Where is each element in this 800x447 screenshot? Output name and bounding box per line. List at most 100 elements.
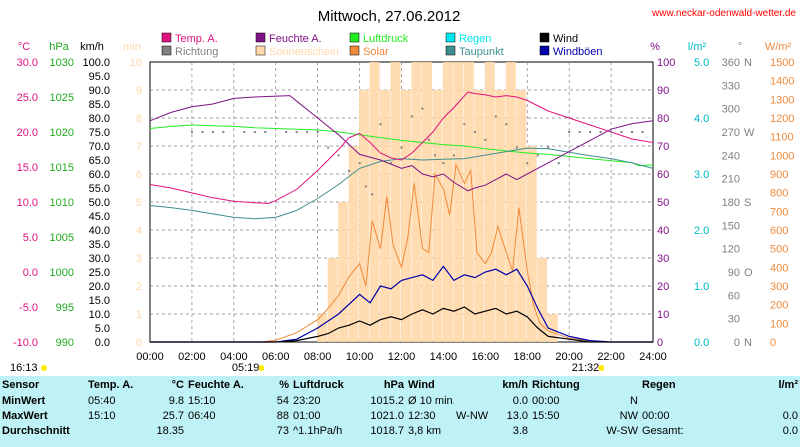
humidity-tick-label: 20 bbox=[657, 281, 669, 293]
sunshine-bar bbox=[317, 314, 328, 342]
rain-tick-label: 5.0 bbox=[694, 57, 709, 69]
sunshine-bar bbox=[484, 62, 495, 342]
stats-row-label: MinWert bbox=[2, 395, 46, 407]
humidity-tick-label: 0 bbox=[657, 337, 663, 349]
pressure-tick-label: 1010 bbox=[50, 197, 74, 209]
sunshine-bar bbox=[327, 258, 338, 342]
wind-tick-label: 35.0 bbox=[89, 239, 110, 251]
temp-axis-unit: °C bbox=[18, 41, 30, 53]
sunshine-bar bbox=[380, 90, 391, 342]
sunshine-bar bbox=[369, 62, 380, 342]
solar-tick-label: 1300 bbox=[770, 94, 794, 106]
direction-point bbox=[371, 193, 374, 196]
stats-direction-value: N bbox=[630, 395, 638, 407]
stats-wind-direction: W-NW bbox=[456, 410, 488, 422]
stats-header-pressure-unit: hPa bbox=[383, 379, 404, 391]
humidity-tick-label: 10 bbox=[657, 309, 669, 321]
stats-pressure-time: 23:20 bbox=[293, 395, 321, 407]
direction-point bbox=[327, 146, 330, 149]
x-tick-label: 10:00 bbox=[346, 351, 374, 363]
wind-tick-label: 60.0 bbox=[89, 169, 110, 181]
sunshine-bar bbox=[401, 90, 411, 342]
direction-point bbox=[190, 131, 193, 133]
wind-tick-label: 65.0 bbox=[89, 155, 110, 167]
pressure-tick-label: 1020 bbox=[50, 127, 74, 139]
direction-point bbox=[222, 131, 225, 133]
direction-tick-label: 240 bbox=[722, 150, 740, 162]
stats-temp-time: 15:10 bbox=[88, 410, 116, 422]
wind-tick-label: 0.0 bbox=[95, 337, 110, 349]
legend-swatch bbox=[255, 32, 266, 43]
direction-letter: N bbox=[744, 57, 752, 69]
direction-point bbox=[473, 131, 476, 133]
direction-point bbox=[295, 131, 298, 133]
legend-swatch bbox=[349, 45, 360, 56]
solar-tick-label: 1400 bbox=[770, 76, 794, 88]
direction-point bbox=[484, 138, 487, 141]
temp-tick-label: -10.0 bbox=[13, 337, 38, 349]
stats-temp-value: 18.35 bbox=[156, 425, 184, 437]
direction-tick-label: 300 bbox=[722, 104, 740, 116]
direction-point bbox=[536, 154, 539, 157]
direction-point bbox=[306, 131, 309, 133]
pressure-tick-label: 1015 bbox=[50, 162, 74, 174]
sunshine-bar bbox=[526, 146, 537, 342]
sunshine-bar bbox=[359, 90, 370, 342]
legend-swatch bbox=[445, 32, 456, 43]
legend-label: Richtung bbox=[175, 46, 218, 58]
pressure-tick-label: 995 bbox=[56, 302, 74, 314]
direction-tick-label: 270 bbox=[722, 127, 740, 139]
sun-marker bbox=[41, 365, 47, 371]
wind-tick-label: 55.0 bbox=[89, 183, 110, 195]
direction-point bbox=[494, 115, 497, 118]
stats-wind-direction bbox=[454, 424, 488, 439]
humidity-tick-label: 50 bbox=[657, 197, 669, 209]
wind-tick-label: 95.0 bbox=[89, 71, 110, 83]
x-tick-label: 18:00 bbox=[513, 351, 541, 363]
x-tick-label: 12:00 bbox=[388, 351, 416, 363]
wind-tick-label: 50.0 bbox=[89, 197, 110, 209]
humidity-tick-label: 30 bbox=[657, 253, 669, 265]
stats-table: Sensor Temp. A. °C Feuchte A.% Luftdruck hPa W… bbox=[0, 376, 800, 439]
stats-humidity-value: 54 bbox=[276, 395, 289, 407]
direction-point bbox=[253, 131, 256, 133]
direction-point bbox=[410, 115, 413, 118]
direction-point bbox=[620, 131, 623, 133]
legend-label: Taupunkt bbox=[459, 46, 504, 58]
stats-header-rain-unit: l/m² bbox=[778, 379, 798, 391]
stats-pressure-value: 1018.7 bbox=[370, 425, 404, 437]
stats-rain-info: 00:00 bbox=[642, 410, 670, 422]
wind-tick-label: 70.0 bbox=[89, 141, 110, 153]
sun-tick-label: 10 bbox=[130, 57, 142, 69]
legend-swatch bbox=[349, 32, 360, 43]
wind-axis-unit: km/h bbox=[80, 41, 104, 53]
temp-tick-label: 0.0 bbox=[23, 267, 38, 279]
legend-label: Sonnenschein bbox=[269, 46, 339, 58]
rain-tick-label: 2.0 bbox=[694, 225, 709, 237]
wind-tick-label: 40.0 bbox=[89, 225, 110, 237]
solar-tick-label: 1500 bbox=[770, 57, 794, 69]
wind-tick-label: 30.0 bbox=[89, 253, 110, 265]
direction-point bbox=[337, 154, 340, 157]
x-axis-ticks: 00:00 02:00 04:00 06:00 08:00 10:00 12:00 14:00… bbox=[136, 351, 667, 363]
direction-point bbox=[390, 162, 393, 165]
site-link[interactable]: www.neckar-odenwald-wetter.de bbox=[651, 8, 796, 19]
wind-tick-label: 85.0 bbox=[89, 99, 110, 111]
stats-rain-value bbox=[742, 394, 800, 409]
sunshine-bar bbox=[432, 90, 443, 342]
solar-tick-label: 200 bbox=[770, 300, 788, 312]
stats-humidity-value: 88 bbox=[276, 410, 289, 422]
sun-tick-label: 0 bbox=[136, 337, 142, 349]
stats-wind-info: 12:30 bbox=[408, 410, 436, 422]
stats-pressure-value: 1015.2 bbox=[370, 395, 404, 407]
humidity-axis-unit: % bbox=[650, 41, 660, 53]
sunshine-bar bbox=[495, 90, 506, 342]
legend-label: Regen bbox=[459, 33, 491, 45]
pressure-axis-unit: hPa bbox=[49, 41, 69, 53]
direction-point bbox=[201, 131, 204, 133]
stats-wind-info: Ø 10 min. bbox=[408, 395, 454, 407]
temp-tick-label: 5.0 bbox=[23, 232, 38, 244]
sunrise-label: 05:19 bbox=[232, 362, 260, 374]
legend-swatch bbox=[161, 32, 172, 43]
